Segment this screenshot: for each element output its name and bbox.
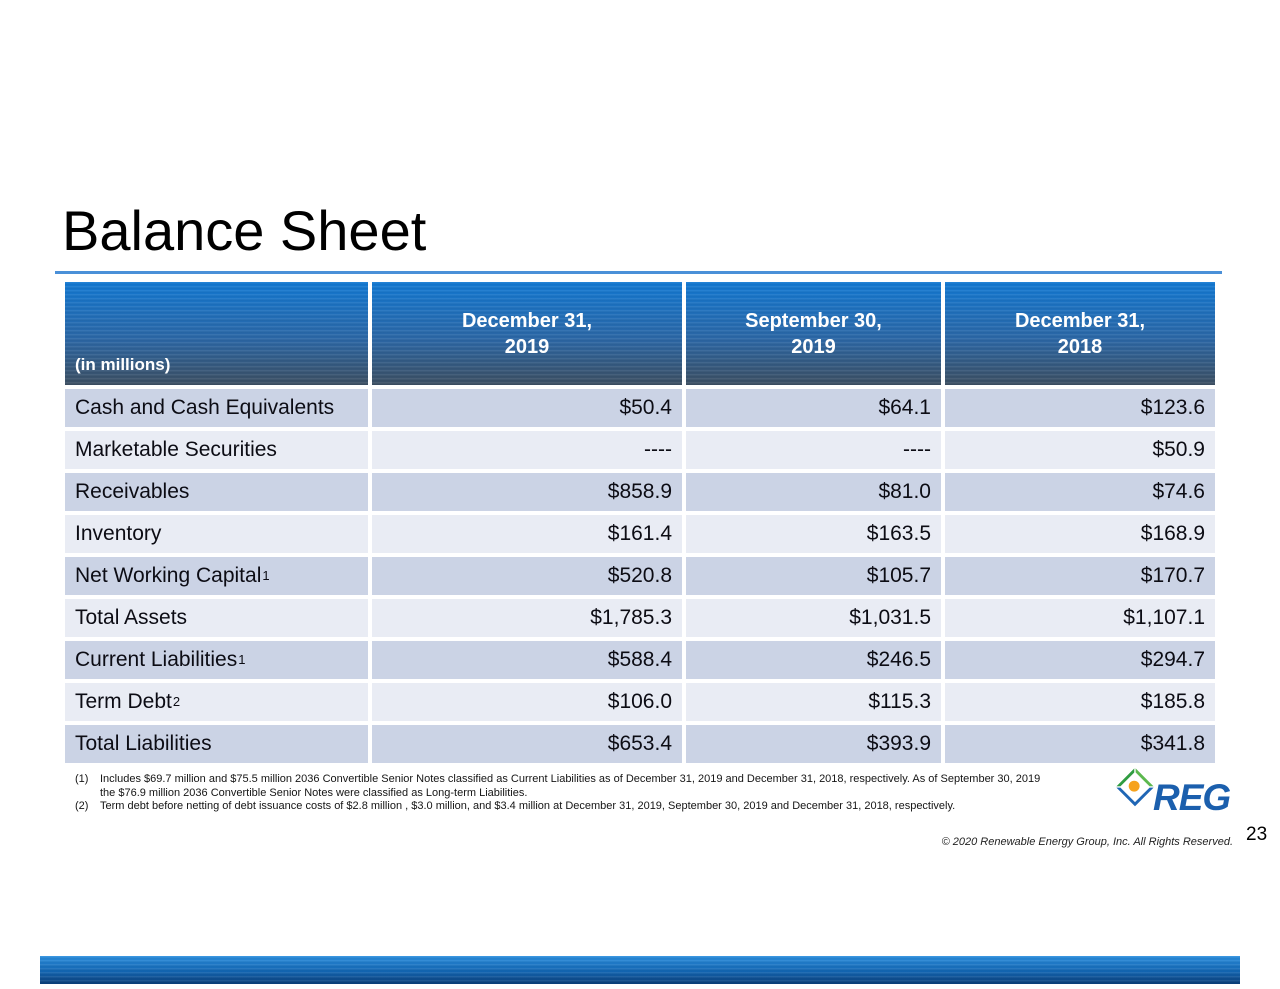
row-value: $163.5 [686, 515, 941, 553]
row-label-text: Marketable Securities [75, 438, 277, 461]
row-value: ---- [686, 431, 941, 469]
row-value: $294.7 [945, 641, 1215, 679]
footnote-1: (1) Includes $69.7 million and $75.5 mil… [75, 773, 1040, 800]
footnotes: (1) Includes $69.7 million and $75.5 mil… [75, 773, 1040, 814]
reg-logo-text: REG [1153, 777, 1231, 818]
row-value: $50.9 [945, 431, 1215, 469]
table-row-term-debt: Term Debt 2 $106.0 $115.3 $185.8 [65, 683, 1215, 721]
footnote-2: (2) Term debt before netting of debt iss… [75, 800, 1040, 814]
table-row-receivables: Receivables $858.9 $81.0 $74.6 [65, 473, 1215, 511]
row-value: $653.4 [372, 725, 682, 763]
header-date-line: December 31, [1014, 309, 1146, 332]
row-label-text: Term Debt [75, 690, 172, 713]
table-row-marketable-securities: Marketable Securities ---- ---- $50.9 [65, 431, 1215, 469]
row-value: $246.5 [686, 641, 941, 679]
header-year-line: 2019 [791, 335, 836, 358]
row-value: $393.9 [686, 725, 941, 763]
table-row-inventory: Inventory $161.4 $163.5 $168.9 [65, 515, 1215, 553]
row-value: $50.4 [372, 389, 682, 427]
balance-sheet-table: (in millions) December 31, 2019 Septembe… [65, 282, 1215, 763]
row-value: $115.3 [686, 683, 941, 721]
footnote-marker: (2) [75, 800, 89, 812]
row-value: $858.9 [372, 473, 682, 511]
row-label-text: Inventory [75, 522, 162, 545]
header-date-line: September 30, [745, 309, 882, 332]
row-value: $1,785.3 [372, 599, 682, 637]
row-value: $185.8 [945, 683, 1215, 721]
row-label: Term Debt 2 [65, 683, 368, 721]
table-row-cash: Cash and Cash Equivalents $50.4 $64.1 $1… [65, 389, 1215, 427]
table-header-row: (in millions) December 31, 2019 Septembe… [65, 282, 1215, 385]
table-row-net-working-capital: Net Working Capital 1 $520.8 $105.7 $170.… [65, 557, 1215, 595]
row-value: $520.8 [372, 557, 682, 595]
copyright-text: © 2020 Renewable Energy Group, Inc. All … [941, 836, 1233, 848]
header-cell-units: (in millions) [65, 282, 368, 385]
row-value: $105.7 [686, 557, 941, 595]
header-year-line: 2019 [504, 335, 550, 358]
header-year-line: 2018 [1057, 335, 1103, 358]
table-row-total-liabilities: Total Liabilities $653.4 $393.9 $341.8 [65, 725, 1215, 763]
row-label-text: Current Liabilities [75, 648, 238, 671]
table-row-current-liabilities: Current Liabilities 1 $588.4 $246.5 $294.… [65, 641, 1215, 679]
row-label: Cash and Cash Equivalents [65, 389, 368, 427]
page-title: Balance Sheet [62, 199, 427, 262]
row-value: $1,107.1 [945, 599, 1215, 637]
footer-accent-bar [40, 956, 1240, 984]
row-label: Total Assets [65, 599, 368, 637]
row-label: Receivables [65, 473, 368, 511]
row-value: $168.9 [945, 515, 1215, 553]
page-number: 23 [1246, 824, 1268, 845]
row-value: ---- [372, 431, 682, 469]
row-label: Net Working Capital 1 [65, 557, 368, 595]
reg-logo: REG [1114, 766, 1231, 818]
footnote-line: Includes $69.7 million and $75.5 million… [100, 773, 1041, 785]
row-label-text: Net Working Capital [75, 564, 262, 587]
header-cell-dec-31-2018: December 31, 2018 [945, 282, 1215, 385]
row-value: $588.4 [372, 641, 682, 679]
row-label-text: Receivables [75, 480, 190, 503]
row-value: $81.0 [686, 473, 941, 511]
row-label-text: Cash and Cash Equivalents [75, 396, 335, 419]
row-value: $123.6 [945, 389, 1215, 427]
row-value: $74.6 [945, 473, 1215, 511]
row-label: Marketable Securities [65, 431, 368, 469]
row-value: $106.0 [372, 683, 682, 721]
header-cell-sep-30-2019: September 30, 2019 [686, 282, 941, 385]
header-date-line: December 31, [461, 309, 593, 332]
footnote-line: the $76.9 million 2036 Convertible Senio… [100, 786, 528, 799]
row-label-text: Total Liabilities [75, 732, 212, 755]
table-body: Cash and Cash Equivalents $50.4 $64.1 $1… [65, 389, 1215, 763]
reg-emblem-icon [1114, 766, 1156, 808]
row-value: $341.8 [945, 725, 1215, 763]
footnote-line: Term debt before netting of debt issuanc… [100, 800, 956, 812]
row-value: $170.7 [945, 557, 1215, 595]
row-value: $1,031.5 [686, 599, 941, 637]
footnote-text: Term debt before netting of debt issuanc… [100, 800, 1040, 814]
row-label: Inventory [65, 515, 368, 553]
row-label: Total Liabilities [65, 725, 368, 763]
footnote-text: Includes $69.7 million and $75.5 million… [100, 773, 1040, 800]
header-cell-dec-31-2019: December 31, 2019 [372, 282, 682, 385]
footnote-marker: (1) [75, 773, 89, 785]
title-rule [55, 271, 1222, 274]
row-value: $161.4 [372, 515, 682, 553]
row-label: Current Liabilities 1 [65, 641, 368, 679]
table-row-total-assets: Total Assets $1,785.3 $1,031.5 $1,107.1 [65, 599, 1215, 637]
row-label-text: Total Assets [75, 606, 188, 629]
row-value: $64.1 [686, 389, 941, 427]
